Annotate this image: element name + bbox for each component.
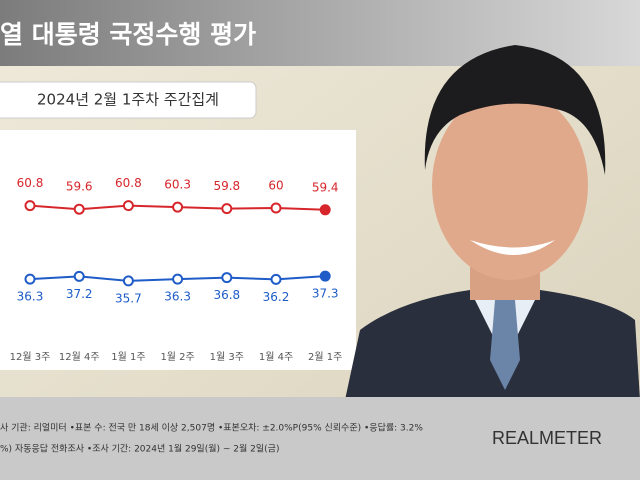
subtitle-box: [0, 81, 257, 119]
point: [172, 201, 184, 213]
value-label: 59.6: [66, 180, 93, 194]
point: [73, 203, 85, 215]
chart-panel: [0, 130, 356, 370]
value-label: 60.3: [164, 178, 191, 192]
value-label: 59.8: [213, 179, 240, 193]
point: [319, 270, 331, 282]
point: [24, 200, 36, 212]
point: [319, 204, 331, 216]
point: [270, 202, 282, 214]
x-tick-label: 1월 2주: [160, 351, 194, 363]
value-label: 37.3: [312, 287, 339, 301]
point: [24, 273, 36, 285]
value-label: 36.3: [164, 290, 191, 304]
x-tick-label: 2월 1주: [308, 351, 342, 363]
value-label: 37.2: [66, 287, 93, 301]
value-label: 60.8: [17, 176, 44, 190]
point: [270, 273, 282, 285]
value-label: 59.4: [312, 180, 339, 194]
point: [122, 275, 134, 287]
value-label: 60: [268, 179, 283, 193]
x-tick-label: 12월 4주: [59, 351, 100, 363]
chart: 12월 3주 12월 4주 1월 1주 1월 2주 1월 3주 1월 4주 2월 1주 60.…: [10, 176, 343, 363]
x-tick-label: 12월 3주: [10, 351, 51, 363]
value-label: 60.8: [115, 176, 142, 190]
point: [73, 270, 85, 282]
x-tick-label: 1월 4주: [259, 351, 293, 363]
footer-line: %) 자동응답 전화조사 •조사 기간: 2024년 1월 29일(월) ~ 2…: [0, 443, 279, 455]
point: [172, 273, 184, 285]
x-tick-label: 1월 1주: [111, 351, 145, 363]
point: [122, 200, 134, 212]
value-label: 36.2: [263, 290, 290, 304]
value-label: 35.7: [115, 291, 142, 305]
value-label: 36.8: [213, 288, 240, 302]
x-tick-label: 1월 3주: [210, 351, 244, 363]
brand: REALMETER: [492, 428, 602, 448]
footer-strip: [0, 397, 640, 480]
footer-line: 사 기관: 리얼미터 •표본 수: 전국 만 18세 이상 2,507명 •표본…: [0, 422, 423, 434]
point: [221, 272, 233, 284]
title: 열 대통령 국정수행 평가: [0, 20, 256, 49]
photo: [345, 45, 640, 400]
subtitle: 2024년 2월 1주차 주간집계: [37, 91, 219, 109]
value-label: 36.3: [17, 290, 44, 304]
point: [221, 203, 233, 215]
